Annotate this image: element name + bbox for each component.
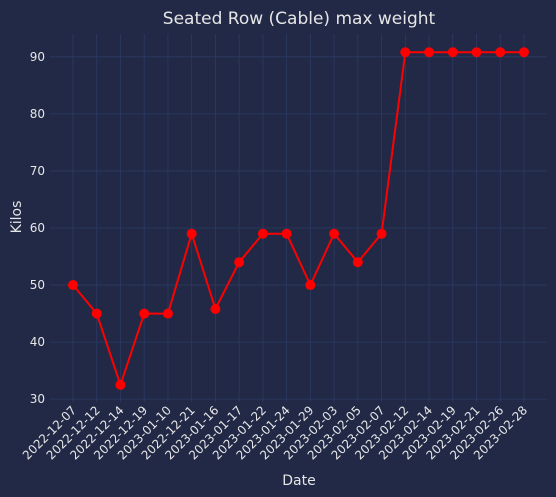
y-tick-label: 30 [30, 392, 45, 406]
y-axis-label: Kilos [9, 201, 25, 234]
chart-title: Seated Row (Cable) max weight [163, 9, 436, 29]
y-tick-label: 90 [30, 50, 45, 64]
data-point [186, 228, 197, 239]
data-point [234, 257, 245, 268]
y-tick-label: 60 [30, 221, 45, 235]
data-point [91, 308, 102, 319]
data-point [376, 228, 387, 239]
data-point [424, 47, 435, 58]
data-point [210, 304, 221, 315]
y-tick-label: 80 [30, 107, 45, 121]
data-point [139, 308, 150, 319]
y-tick-label: 50 [30, 278, 45, 292]
grid [50, 34, 547, 402]
data-point [471, 47, 482, 58]
y-tick-label: 70 [30, 164, 45, 178]
y-axis-ticks: 30 40 50 60 70 80 90 [30, 50, 45, 406]
data-point [305, 280, 316, 291]
data-point [115, 379, 126, 390]
data-point [257, 228, 268, 239]
y-tick-label: 40 [30, 335, 45, 349]
data-point [281, 228, 292, 239]
data-point [329, 228, 340, 239]
data-point [68, 280, 78, 291]
x-axis-label: Date [282, 473, 315, 489]
data-point [519, 47, 529, 58]
x-axis-ticks: 2022-12-072022-12-122022-12-142022-12-19… [20, 403, 530, 462]
data-point [162, 308, 173, 319]
data-point [495, 47, 506, 58]
data-point [447, 47, 458, 58]
data-point [400, 47, 411, 58]
data-point [352, 257, 363, 268]
series-line [72, 51, 524, 389]
series-markers [68, 47, 529, 390]
